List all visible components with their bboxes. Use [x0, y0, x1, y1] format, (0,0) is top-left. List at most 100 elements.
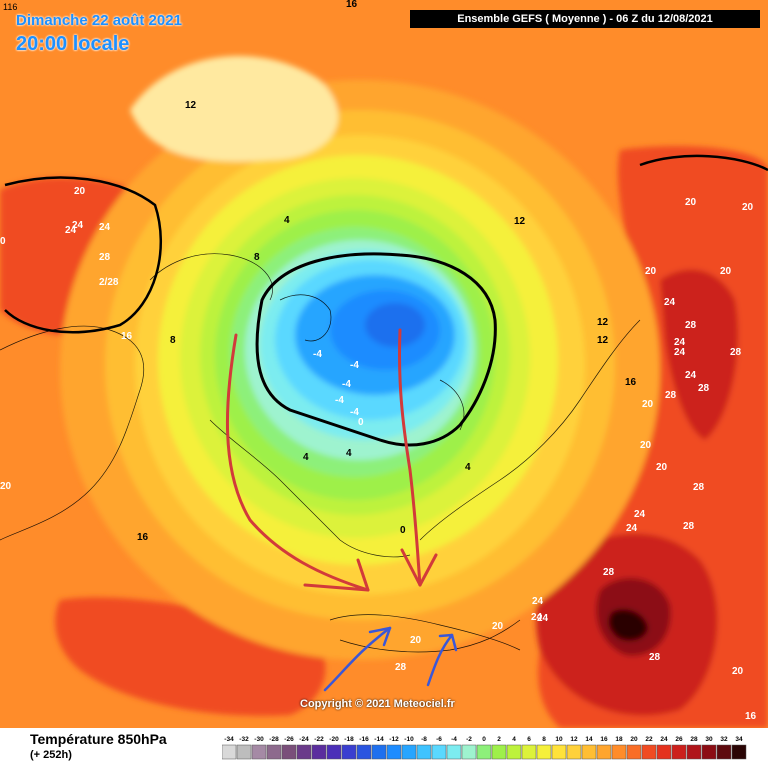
contour-label: 16 [137, 532, 149, 543]
temperature-map: 16 12 20 24 24 28 2/28 0 16 8 8 4 -4 -4 … [0, 0, 768, 728]
contour-label: 8 [254, 252, 260, 263]
scale-tick-label: -20 [329, 736, 339, 743]
corner-value: 116 [3, 2, 18, 12]
contour-label: 16 [625, 377, 637, 388]
scale-swatch [716, 744, 732, 760]
scale-tick-label: -8 [421, 736, 427, 743]
scale-tick-label: 0 [482, 736, 486, 743]
contour-label: 12 [185, 100, 197, 111]
scale-swatch [296, 744, 312, 760]
scale-swatch [521, 744, 537, 760]
scale-tick-label: -2 [466, 736, 472, 743]
contour-label: 20 [492, 621, 504, 632]
east-trough-arrow [397, 328, 422, 587]
twenty-degree-contour-america [4, 176, 162, 334]
east-trough-arrowhead [400, 548, 438, 587]
scale-tick-label: -14 [374, 736, 384, 743]
contour-label: 20 [410, 635, 422, 646]
scale-tick-label: 24 [660, 736, 668, 743]
scale-tick-label: 28 [690, 736, 698, 743]
variable-title: Température 850hPa [30, 731, 167, 747]
contour-label: 12 [514, 216, 526, 227]
scale-tick-label: -22 [314, 736, 324, 743]
contour-label: 24 [626, 523, 638, 534]
contour-label: 20 [642, 399, 654, 410]
scale-swatch [551, 744, 567, 760]
scale-swatch [476, 744, 492, 760]
contour-label: 28 [685, 320, 697, 331]
scale-swatch [701, 744, 717, 760]
scale-tick-label: 34 [735, 736, 743, 743]
scale-swatch [401, 744, 417, 760]
west-ridge-arrowhead [368, 626, 392, 647]
contour-label: 2/28 [99, 277, 119, 288]
forecast-date: Dimanche 22 août 2021 [16, 12, 182, 29]
west-trough-arrowhead [303, 558, 370, 592]
west-ridge-arrow [323, 626, 392, 692]
contour-label: 20 [640, 440, 652, 451]
scale-tick-label: -6 [436, 736, 442, 743]
contour-label: 12 [597, 335, 609, 346]
contour-label: 4 [284, 215, 290, 226]
scale-swatch [266, 744, 282, 760]
cold-core [365, 303, 425, 347]
scale-swatch [446, 744, 462, 760]
contour-label: 20 [732, 666, 744, 677]
scale-tick-label: 22 [645, 736, 653, 743]
contour-label: 24 [537, 613, 549, 624]
contour-label: -4 [350, 360, 359, 371]
contour-label: 24 [532, 596, 544, 607]
contour-label: 20 [0, 481, 12, 492]
west-trough-arrow [225, 333, 370, 592]
pacific-pale-patch [130, 55, 339, 162]
contour-label: -4 [313, 349, 322, 360]
contour-label: 28 [99, 252, 111, 263]
contour-label: 24 [531, 612, 543, 623]
extreme-heat-core [608, 609, 648, 641]
contour-label: 12 [597, 317, 609, 328]
model-run-info: Ensemble GEFS ( Moyenne ) - 06 Z du 12/0… [410, 10, 760, 28]
contour-label: 28 [649, 652, 661, 663]
contour-label: 28 [730, 347, 742, 358]
scale-tick-label: 26 [675, 736, 683, 743]
scale-tick-label: -32 [239, 736, 249, 743]
contour-label: 0 [358, 417, 364, 428]
contour-label: 8 [170, 335, 176, 346]
scale-tick-label: -34 [224, 736, 234, 743]
scale-swatch [581, 744, 597, 760]
scale-swatch [566, 744, 582, 760]
scale-tick-label: 20 [630, 736, 638, 743]
scale-swatch [626, 744, 642, 760]
scale-swatch [686, 744, 702, 760]
scale-tick-label: 4 [512, 736, 516, 743]
scale-swatch [281, 744, 297, 760]
contour-label: 24 [685, 370, 697, 381]
forecast-time: 20:00 locale [16, 33, 130, 55]
scale-swatch [596, 744, 612, 760]
contour-label: 4 [465, 462, 471, 473]
scale-tick-label: 14 [585, 736, 593, 743]
scale-swatch [416, 744, 432, 760]
scale-swatch [356, 744, 372, 760]
contour-label: 24 [674, 347, 686, 358]
contour-label: 20 [685, 197, 697, 208]
contour-labels: 16 12 20 24 24 28 2/28 0 16 8 8 4 -4 -4 … [0, 0, 757, 722]
contour-label: 20 [720, 266, 732, 277]
contour-label: 28 [693, 482, 705, 493]
twenty-degree-contour-asia [639, 154, 768, 172]
scale-swatch [236, 744, 252, 760]
scale-swatch [251, 744, 267, 760]
scale-tick-label: -18 [344, 736, 354, 743]
contour-label: 16 [745, 711, 757, 722]
scale-swatch [506, 744, 522, 760]
scale-tick-label: 18 [615, 736, 623, 743]
scale-tick-label: 8 [542, 736, 546, 743]
color-scale: -34 -32 -30 -28 -26 -24 -22 -20 -18 -16 -14 -12 -10-… [222, 736, 747, 760]
scale-swatch [371, 744, 387, 760]
contour-label: 24 [674, 337, 686, 348]
contour-label: 28 [698, 383, 710, 394]
scale-tick-label: -26 [284, 736, 294, 743]
contour-label: -4 [335, 395, 344, 406]
contour-label: 0 [400, 525, 406, 536]
scale-swatch [731, 744, 747, 760]
